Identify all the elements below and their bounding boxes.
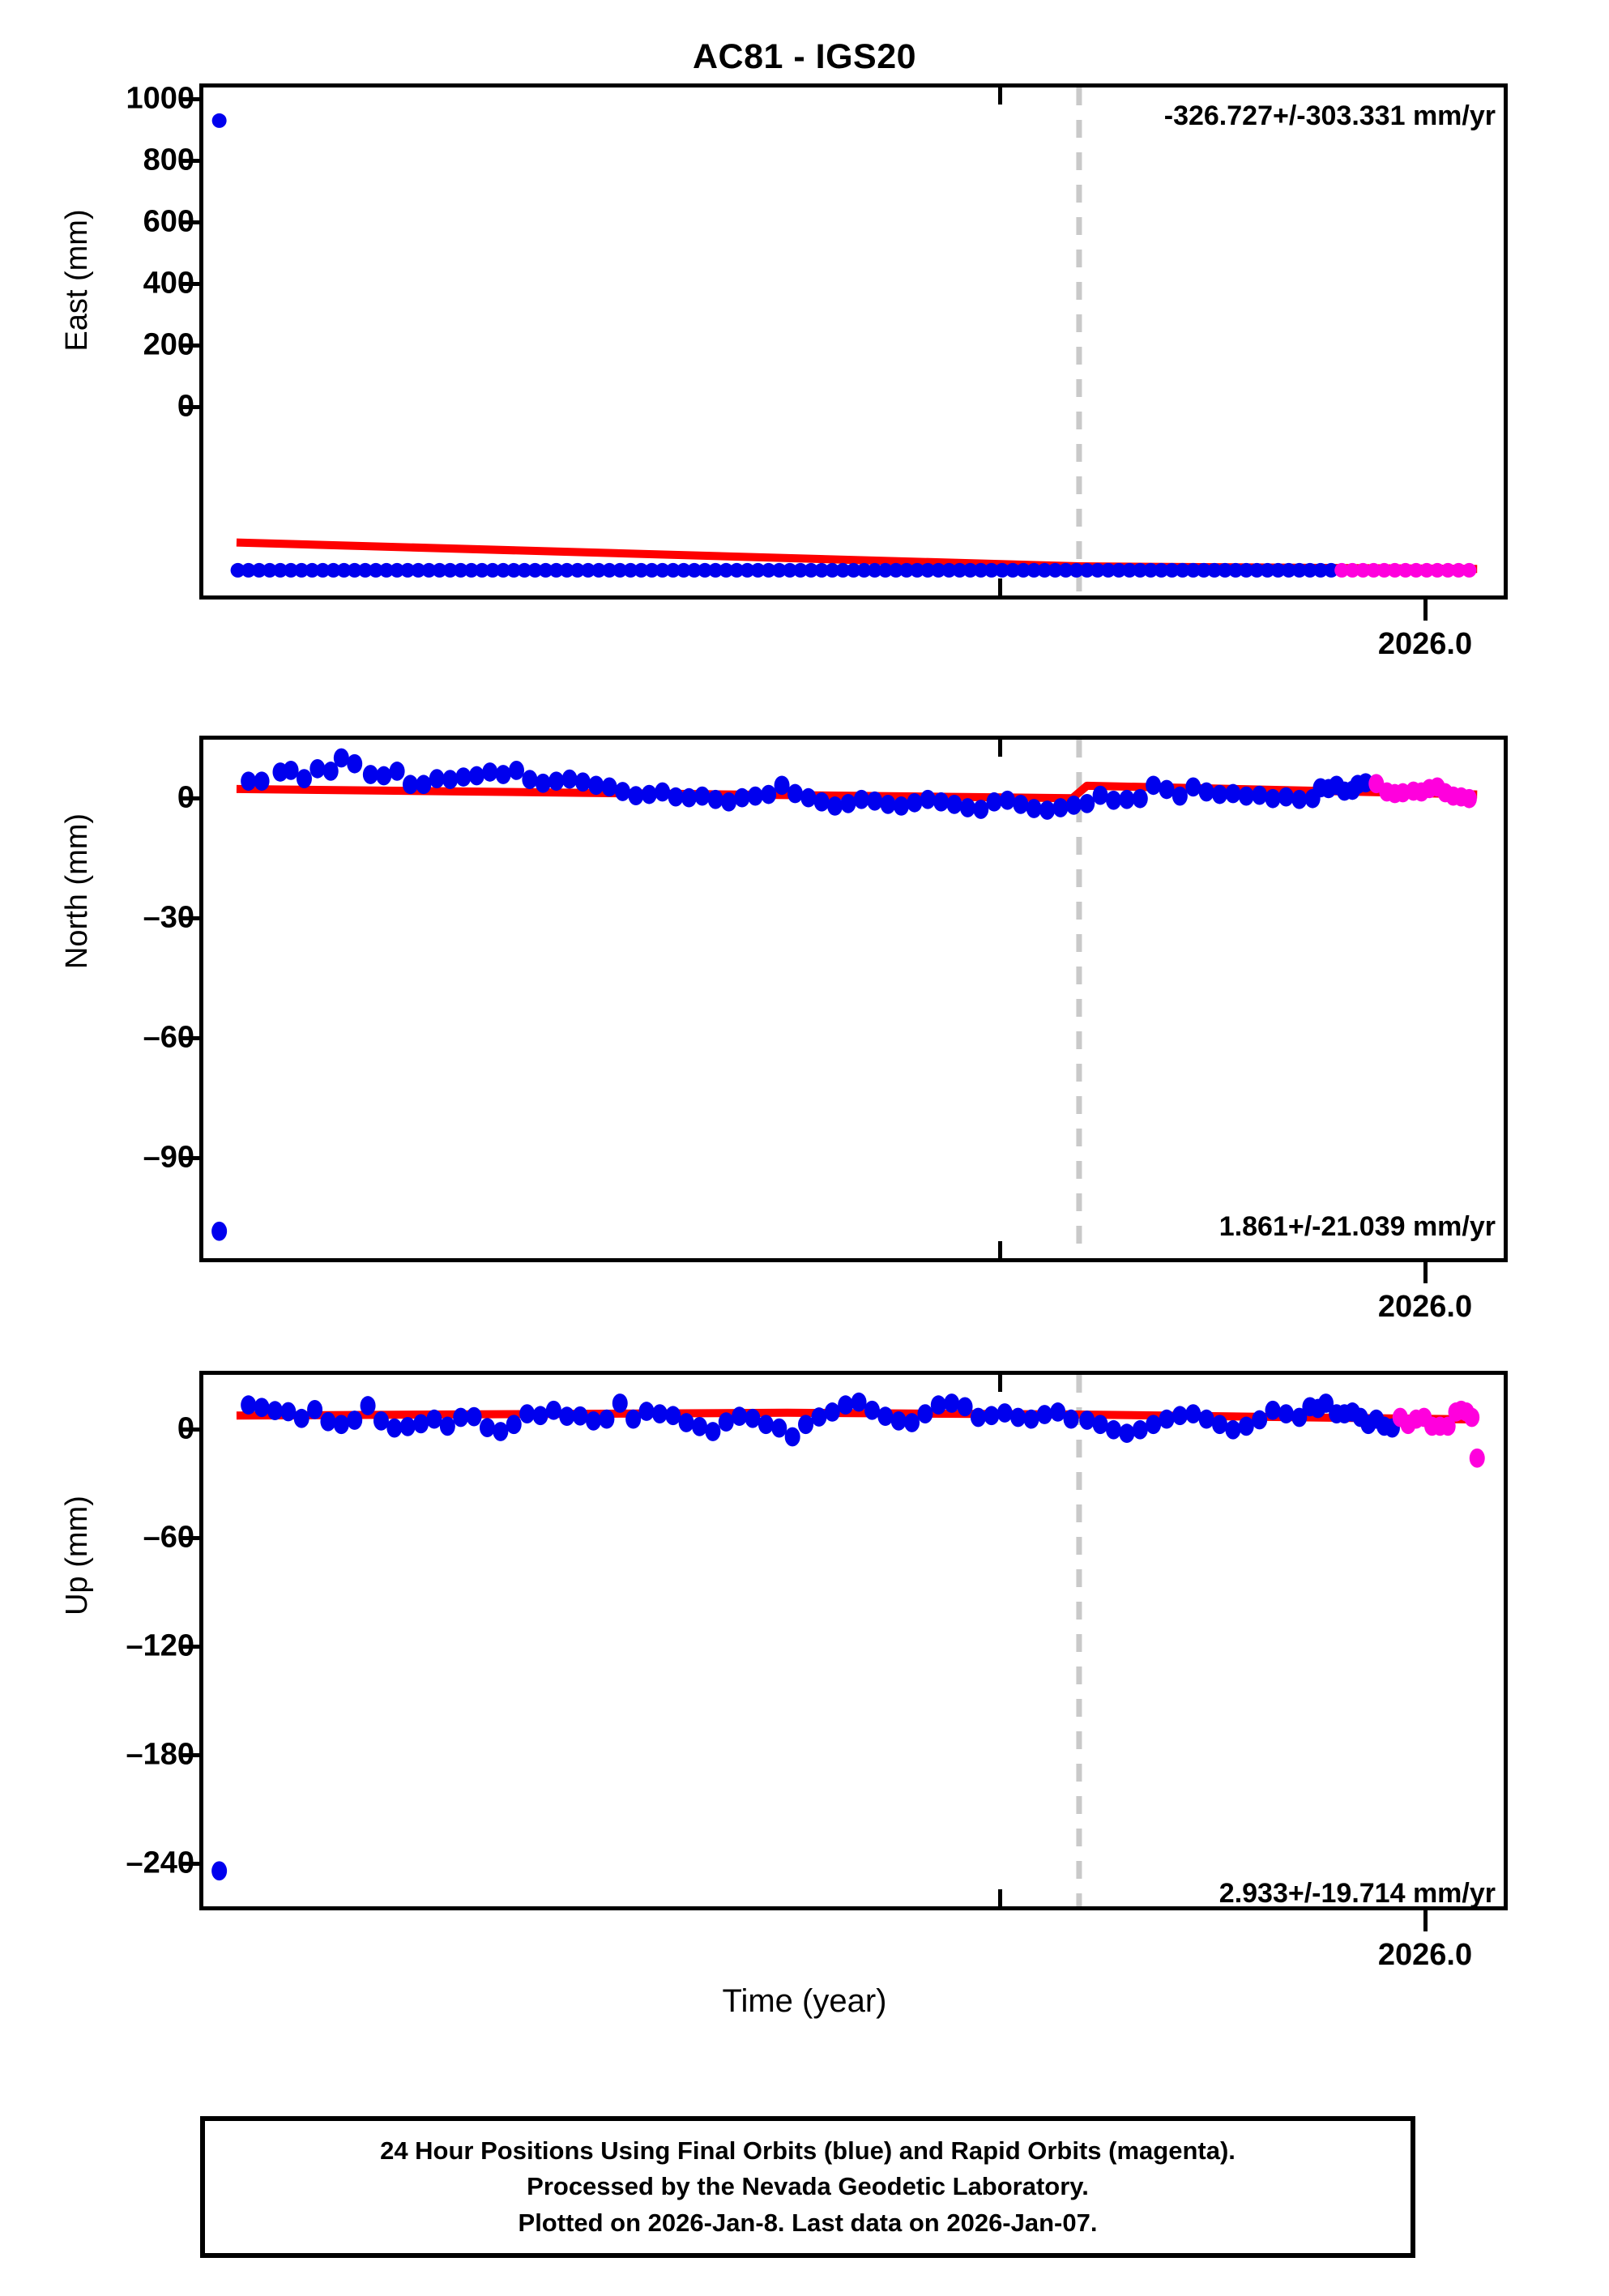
panel-up-tickmark	[180, 1645, 199, 1649]
panel-east-tickmark	[180, 344, 199, 348]
panel-up-ytick-m240: –240	[126, 1846, 194, 1880]
panel-east-ytick-1000: 1000	[126, 81, 194, 116]
panel-up-xtick-label: 2026.0	[1377, 1938, 1473, 1972]
panel-east-tickmark	[180, 220, 199, 224]
figure-title: AC81 - IGS20	[692, 37, 917, 76]
panel-east-xtick	[998, 83, 1002, 105]
panel-north-ytick-m90: –90	[143, 1140, 194, 1175]
panel-north-ytick-0: 0	[77, 781, 194, 816]
panel-up-ytick-m120: –120	[126, 1628, 194, 1663]
panel-north-data-layer	[211, 740, 1478, 1258]
panel-east-tickmark	[180, 405, 199, 409]
panel-up-tickmark	[180, 1536, 199, 1540]
caption-line-2: Processed by the Nevada Geodetic Laborat…	[527, 2172, 1089, 2201]
panel-up-plot-area	[199, 1371, 1508, 1910]
panel-north-ytick-m60: –60	[143, 1020, 194, 1055]
panel-east-xtick	[998, 578, 1002, 600]
caption-box: 24 Hour Positions Using Final Orbits (bl…	[200, 2116, 1415, 2258]
panel-up-xtick	[1423, 1910, 1428, 1931]
panel-up-ytick-m180: –180	[126, 1737, 194, 1772]
panel-east-data-layer	[211, 87, 1478, 595]
panel-north-xtick-label: 2026.0	[1377, 1290, 1473, 1324]
x-axis-label: Time (year)	[722, 1983, 887, 2019]
panel-up-data-layer	[211, 1375, 1485, 1906]
caption-line-3: Plotted on 2026-Jan-8. Last data on 2026…	[518, 2208, 1098, 2237]
panel-east-ytick-200: 200	[143, 327, 194, 362]
panel-north-ytick-m30: –30	[143, 900, 194, 935]
panel-east-tickmark	[180, 282, 199, 286]
panel-east-tickmark	[180, 97, 199, 101]
panel-up-tickmark	[180, 1428, 199, 1432]
panel-north-plot-area	[199, 736, 1508, 1262]
panel-east-plot-area	[199, 83, 1508, 600]
caption-line-1: 24 Hour Positions Using Final Orbits (bl…	[380, 2136, 1236, 2166]
panel-up-ytick-m60: –60	[143, 1520, 194, 1555]
panel-east-rate-annotation: -326.727+/-303.331 mm/yr	[1163, 100, 1496, 131]
panel-up-xtick	[998, 1371, 1002, 1392]
panel-north-rate-annotation: 1.861+/-21.039 mm/yr	[1218, 1211, 1496, 1242]
panel-north-tickmark	[180, 916, 199, 920]
panel-north-tickmark	[180, 1036, 199, 1040]
panel-north-xtick	[1423, 1262, 1428, 1283]
panel-up-tickmark	[180, 1862, 199, 1866]
panel-up-xtick	[998, 1889, 1002, 1910]
panel-north-xtick	[998, 1241, 1002, 1262]
panel-east-xtick	[1423, 600, 1428, 621]
panel-north-xtick	[998, 736, 1002, 757]
panel-east-xtick-label: 2026.0	[1377, 627, 1473, 661]
panel-east-ytick-400: 400	[143, 266, 194, 301]
panel-up-rate-annotation: 2.933+/-19.714 mm/yr	[1218, 1878, 1496, 1909]
panel-east-ytick-800: 800	[143, 143, 194, 177]
panel-up-tickmark	[180, 1753, 199, 1757]
panel-up-ytick-0: 0	[65, 1412, 194, 1447]
panel-north-tickmark	[180, 1156, 199, 1160]
panel-north-tickmark	[180, 796, 199, 800]
panel-east-ytick-0: 0	[77, 390, 194, 425]
panel-east-ytick-600: 600	[143, 204, 194, 239]
panel-east-tickmark	[180, 159, 199, 163]
